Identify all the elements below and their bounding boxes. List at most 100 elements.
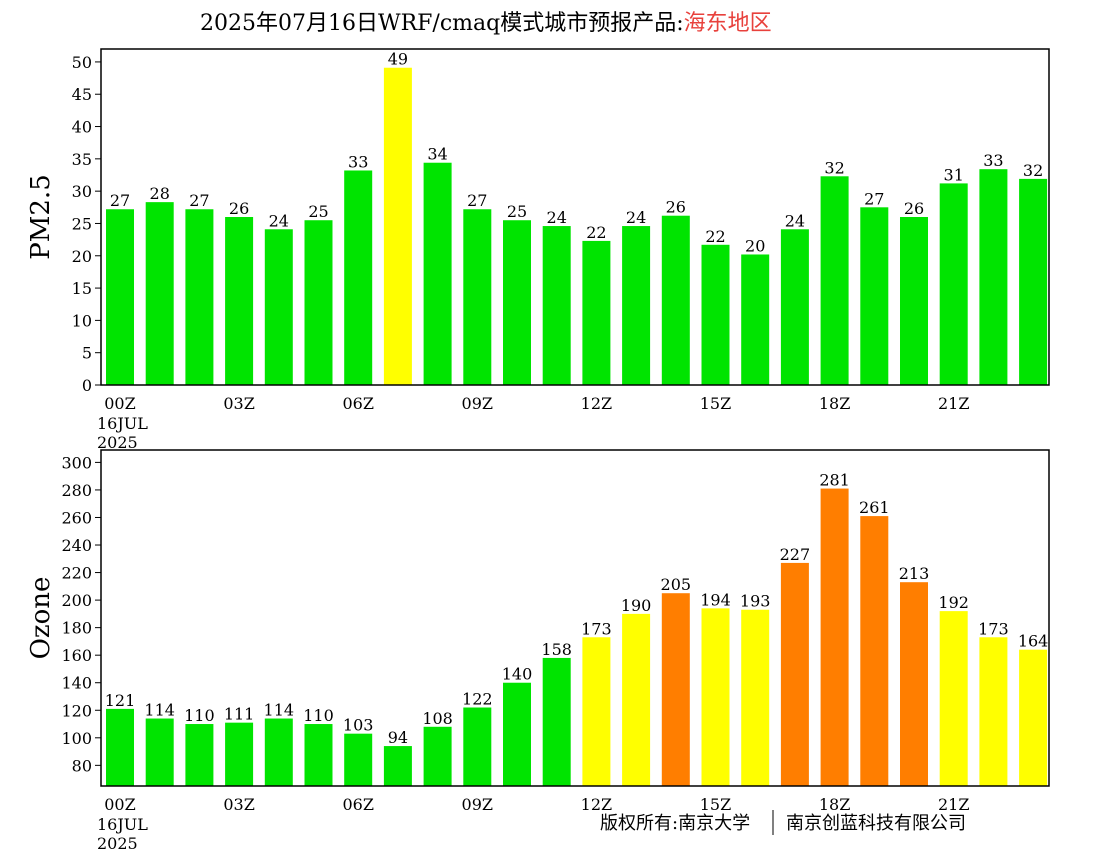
- data-label: 24: [785, 211, 805, 230]
- bar: [661, 215, 690, 385]
- data-label: 103: [343, 716, 374, 735]
- data-label: 122: [462, 690, 493, 709]
- data-label: 114: [144, 701, 175, 720]
- bar: [939, 611, 968, 786]
- data-label: 32: [824, 158, 844, 177]
- data-label: 26: [904, 199, 924, 218]
- data-label: 27: [110, 191, 130, 210]
- y-tick-label: 45: [72, 85, 92, 104]
- bar: [344, 733, 373, 786]
- date-label: 2025: [97, 834, 138, 850]
- bar: [503, 682, 531, 786]
- data-label: 121: [105, 691, 136, 710]
- data-label: 26: [229, 199, 249, 218]
- ozone-panel: 121 114 110 111 114 110 103 94 108 122 140 158 173 19…: [26, 449, 1050, 850]
- x-tick-label: 18Z: [819, 394, 850, 413]
- data-label: 22: [586, 223, 606, 242]
- data-label: 25: [507, 202, 527, 221]
- y-tick-label: 30: [72, 182, 92, 201]
- y-tick-label: 5: [82, 344, 92, 363]
- bar: [780, 562, 809, 786]
- data-label: 213: [899, 564, 930, 583]
- data-label: 26: [666, 198, 686, 217]
- x-tick-label: 06Z: [342, 795, 373, 814]
- bar: [185, 209, 214, 385]
- data-label: 190: [621, 596, 652, 615]
- data-label: 173: [978, 619, 1009, 638]
- bar: [780, 229, 809, 385]
- data-label: 27: [467, 191, 487, 210]
- y-tick-label: 220: [61, 564, 92, 583]
- date-label: 16JUL: [97, 414, 148, 433]
- bar: [463, 209, 492, 385]
- x-tick-label: 15Z: [700, 795, 731, 814]
- y-tick-label: 160: [61, 646, 92, 665]
- x-tick-label: 18Z: [819, 795, 850, 814]
- x-tick-label: 09Z: [462, 795, 493, 814]
- y-tick-label: 80: [72, 756, 92, 775]
- date-label: 16JUL: [97, 815, 148, 834]
- bar: [979, 169, 1008, 385]
- y-tick-label: 15: [72, 279, 92, 298]
- x-tick-label: 12Z: [581, 394, 612, 413]
- y-tick-label: 180: [61, 619, 92, 638]
- y-tick-label: 35: [72, 150, 92, 169]
- bar: [820, 176, 849, 385]
- y-tick-label: 25: [72, 214, 92, 233]
- y-tick-label: 200: [61, 591, 92, 610]
- bar: [582, 637, 611, 786]
- data-label: 114: [264, 701, 295, 720]
- bar: [979, 637, 1008, 786]
- x-tick-label: 21Z: [938, 394, 969, 413]
- x-tick-label: 03Z: [223, 795, 254, 814]
- data-label: 205: [661, 575, 692, 594]
- bar: [542, 226, 571, 385]
- bar: [820, 488, 849, 786]
- data-label: 32: [1023, 161, 1043, 180]
- x-tick-label: 09Z: [462, 394, 493, 413]
- chart-title-main: 2025年07月16日WRF/cmaq模式城市预报产品:: [200, 11, 684, 36]
- data-label: 261: [859, 498, 890, 517]
- data-label: 94: [388, 728, 408, 747]
- data-label: 27: [864, 189, 884, 208]
- bar: [622, 613, 651, 786]
- x-tick-label: 21Z: [938, 795, 969, 814]
- x-tick-label: 12Z: [581, 795, 612, 814]
- bar: [304, 724, 333, 786]
- y-tick-label: 140: [61, 674, 92, 693]
- data-label: 140: [502, 665, 533, 684]
- bar: [383, 746, 412, 786]
- bar: [106, 708, 134, 786]
- data-label: 227: [780, 545, 811, 564]
- bar: [503, 220, 531, 385]
- data-label: 33: [348, 152, 368, 171]
- bar: [939, 183, 968, 385]
- chart-title-region: 海东地区: [684, 11, 772, 36]
- data-label: 34: [427, 145, 447, 164]
- bar: [145, 718, 174, 786]
- bar: [225, 722, 254, 786]
- data-label: 192: [938, 593, 969, 612]
- data-label: 20: [745, 236, 765, 255]
- y-tick-label: 280: [61, 481, 92, 500]
- bar: [701, 244, 730, 385]
- bar: [264, 229, 293, 385]
- data-label: 111: [224, 705, 255, 724]
- data-label: 108: [422, 709, 453, 728]
- data-label: 33: [983, 151, 1003, 170]
- data-label: 164: [1018, 632, 1049, 651]
- data-label: 49: [388, 50, 408, 69]
- data-label: 24: [626, 208, 646, 227]
- bar: [225, 217, 254, 385]
- data-label: 27: [189, 191, 209, 210]
- chart-title: 2025年07月16日WRF/cmaq模式城市预报产品:海东地区: [200, 11, 772, 36]
- bar: [264, 718, 293, 786]
- data-label: 194: [700, 590, 731, 609]
- bar: [185, 724, 214, 786]
- y-axis-title: Ozone: [26, 577, 56, 660]
- x-tick-label: 03Z: [223, 394, 254, 413]
- bar: [344, 170, 373, 385]
- y-axis-title: PM2.5: [26, 174, 56, 259]
- bar: [900, 217, 928, 385]
- bar: [661, 593, 690, 786]
